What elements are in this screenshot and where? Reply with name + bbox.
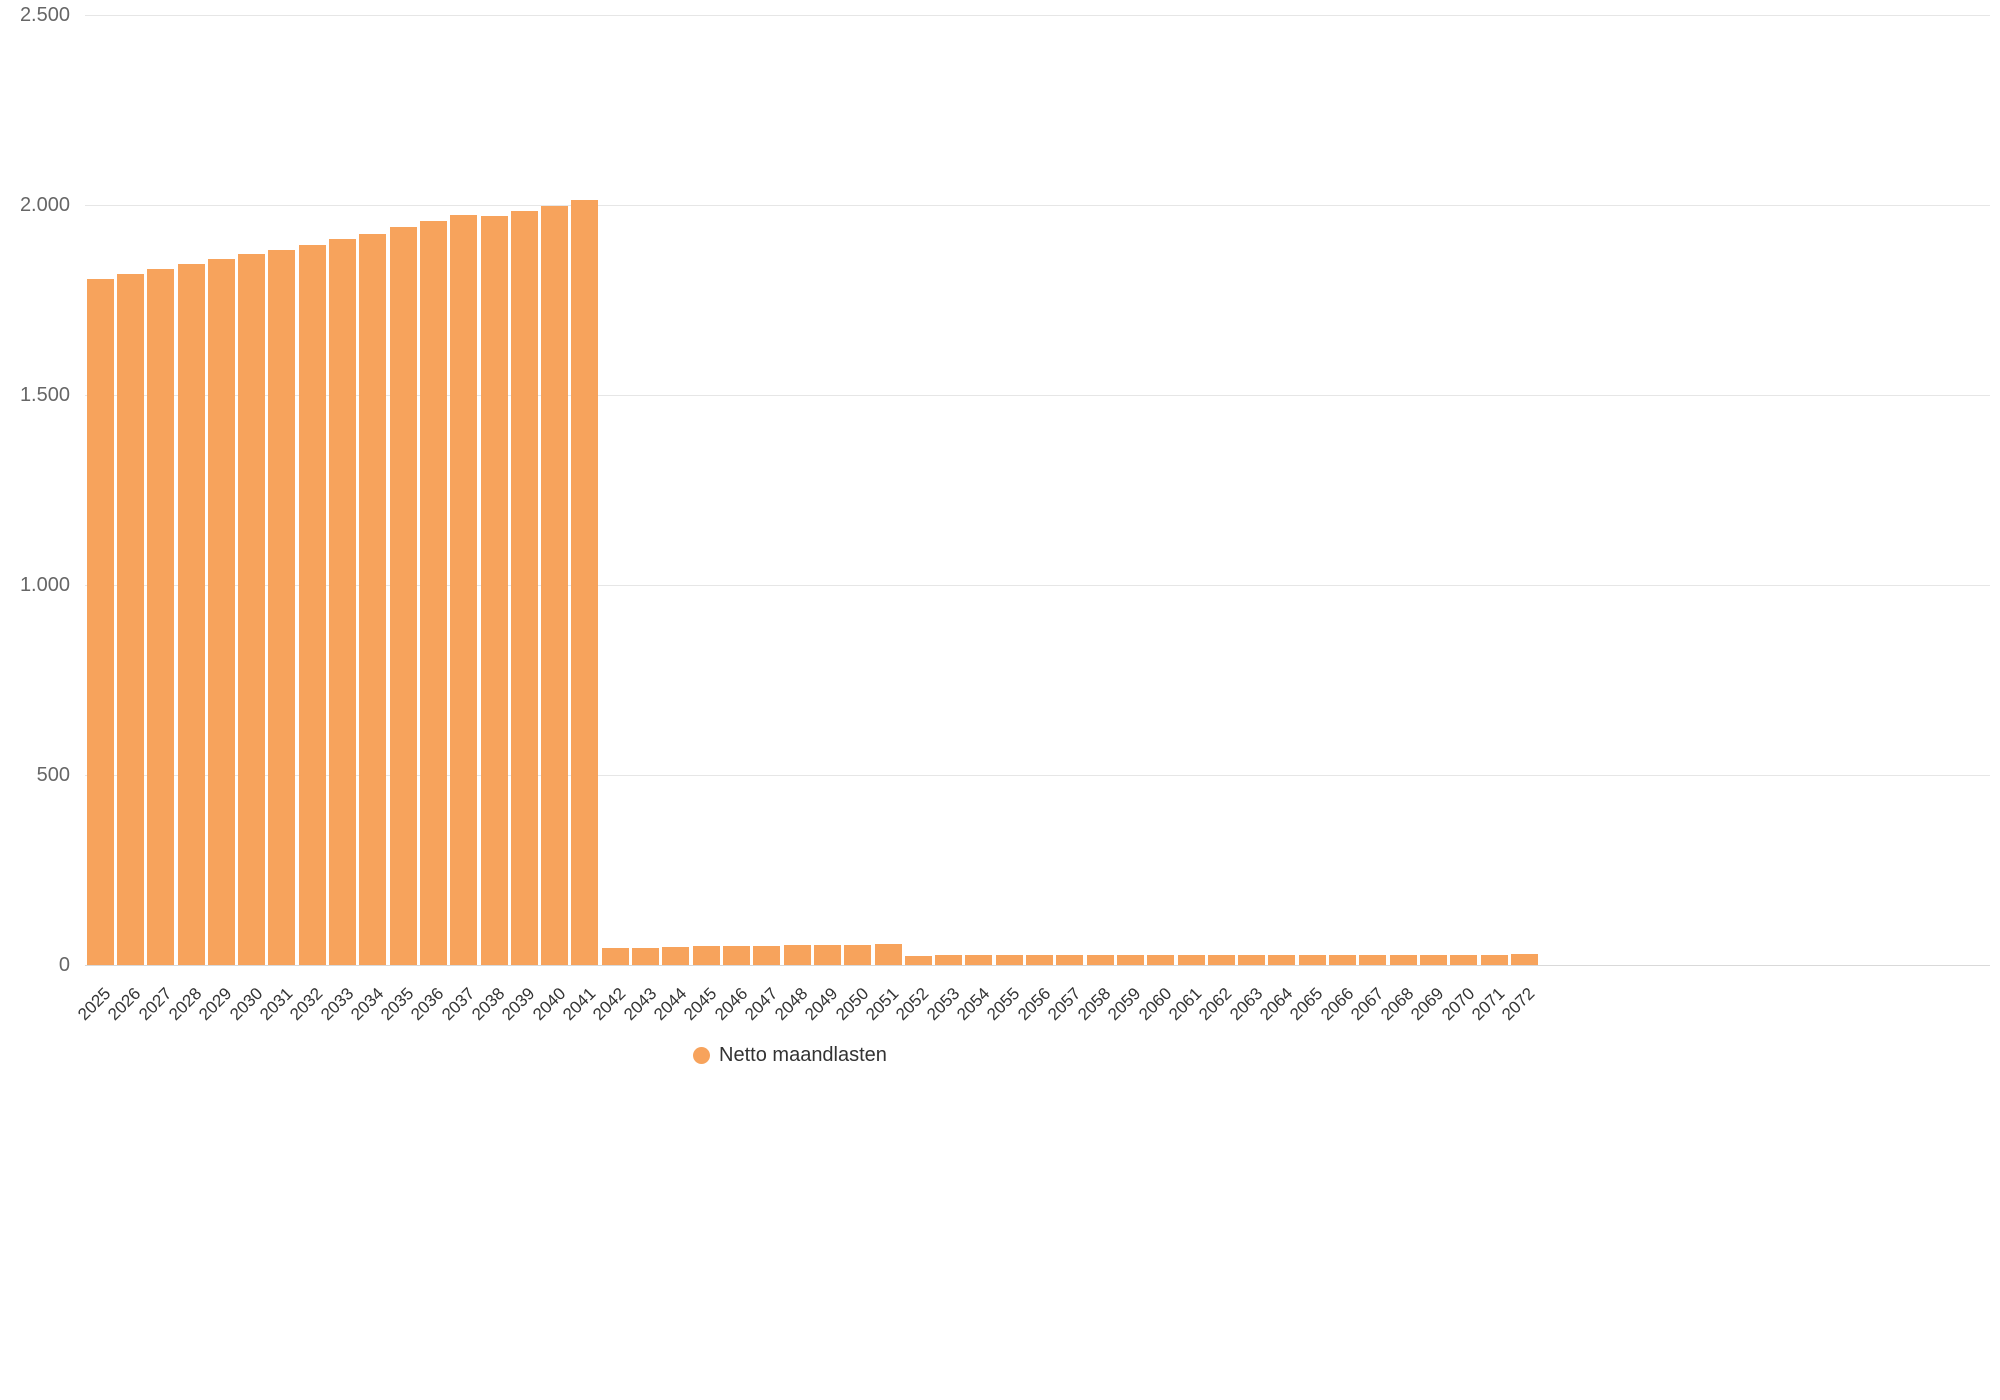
bar-2053[interactable]: [935, 955, 962, 965]
bar-2049[interactable]: [813, 945, 841, 965]
bar-2039[interactable]: [510, 211, 538, 965]
y-axis-tick-label: 2.500: [19, 4, 70, 26]
bar-2042[interactable]: [601, 948, 629, 965]
bar-2068[interactable]: [1389, 955, 1417, 965]
bar-2041[interactable]: [571, 200, 599, 965]
bar-2055[interactable]: [995, 955, 1023, 965]
bar-2070[interactable]: [1450, 954, 1478, 965]
bar-2054[interactable]: [965, 955, 993, 965]
bar-2036[interactable]: [419, 221, 447, 965]
bar-2035[interactable]: [389, 227, 417, 965]
y-axis-tick-label: 1.000: [19, 574, 70, 596]
bar-2052[interactable]: [904, 955, 932, 965]
x-axis-line: [85, 964, 1990, 966]
bar-2066[interactable]: [1329, 954, 1356, 965]
bar-2027[interactable]: [147, 269, 175, 965]
y-axis-tick-label: 1.500: [19, 384, 70, 406]
legend-marker-icon: [693, 1047, 711, 1064]
bar-2026[interactable]: [117, 274, 144, 965]
bar-2067[interactable]: [1359, 954, 1387, 965]
bar-2059[interactable]: [1116, 955, 1144, 965]
bar-2028[interactable]: [177, 264, 205, 965]
y-axis-tick-label: 0: [58, 954, 70, 976]
bar-2043[interactable]: [632, 947, 659, 965]
gridline: [85, 204, 1990, 206]
bar-2071[interactable]: [1480, 954, 1508, 965]
bar-2064[interactable]: [1268, 954, 1296, 965]
bar-2063[interactable]: [1238, 955, 1266, 965]
bar-2065[interactable]: [1298, 954, 1326, 965]
bar-2072[interactable]: [1510, 954, 1538, 965]
bar-2069[interactable]: [1419, 955, 1447, 965]
bar-2045[interactable]: [692, 945, 720, 965]
bar-2062[interactable]: [1207, 955, 1235, 965]
bar-2033[interactable]: [329, 239, 356, 965]
bar-2032[interactable]: [298, 244, 326, 965]
bar-2060[interactable]: [1147, 955, 1175, 965]
legend-item-netto-maandlasten[interactable]: Netto maandlasten: [0, 1044, 1580, 1067]
bar-2057[interactable]: [1056, 954, 1084, 965]
bar-2038[interactable]: [480, 216, 508, 965]
gridline: [85, 14, 1990, 16]
bar-2061[interactable]: [1177, 955, 1205, 965]
gridline: [85, 394, 1990, 396]
bar-2047[interactable]: [753, 946, 781, 965]
y-axis-tick-label: 2.000: [19, 194, 70, 216]
gridline: [85, 584, 1990, 586]
bar-2025[interactable]: [86, 279, 114, 965]
legend-label: Netto maandlasten: [719, 1044, 887, 1066]
bar-2051[interactable]: [874, 944, 902, 965]
bar-2040[interactable]: [541, 206, 569, 965]
bar-2031[interactable]: [268, 249, 296, 965]
y-axis-tick-label: 500: [36, 764, 70, 786]
gridline: [85, 774, 1990, 776]
bar-2058[interactable]: [1086, 955, 1114, 965]
bar-2030[interactable]: [238, 254, 266, 965]
bar-2037[interactable]: [450, 214, 478, 965]
bar-2056[interactable]: [1026, 954, 1053, 965]
bar-2034[interactable]: [359, 233, 387, 965]
bar-2050[interactable]: [844, 944, 872, 965]
bar-2044[interactable]: [662, 947, 690, 965]
bar-2048[interactable]: [783, 945, 811, 965]
bar-2046[interactable]: [723, 946, 750, 965]
bar-2029[interactable]: [207, 259, 235, 965]
